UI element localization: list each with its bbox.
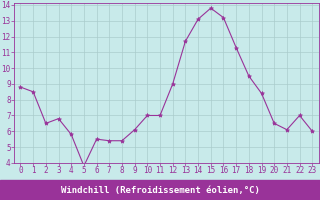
Text: Windchill (Refroidissement éolien,°C): Windchill (Refroidissement éolien,°C) (60, 186, 260, 194)
